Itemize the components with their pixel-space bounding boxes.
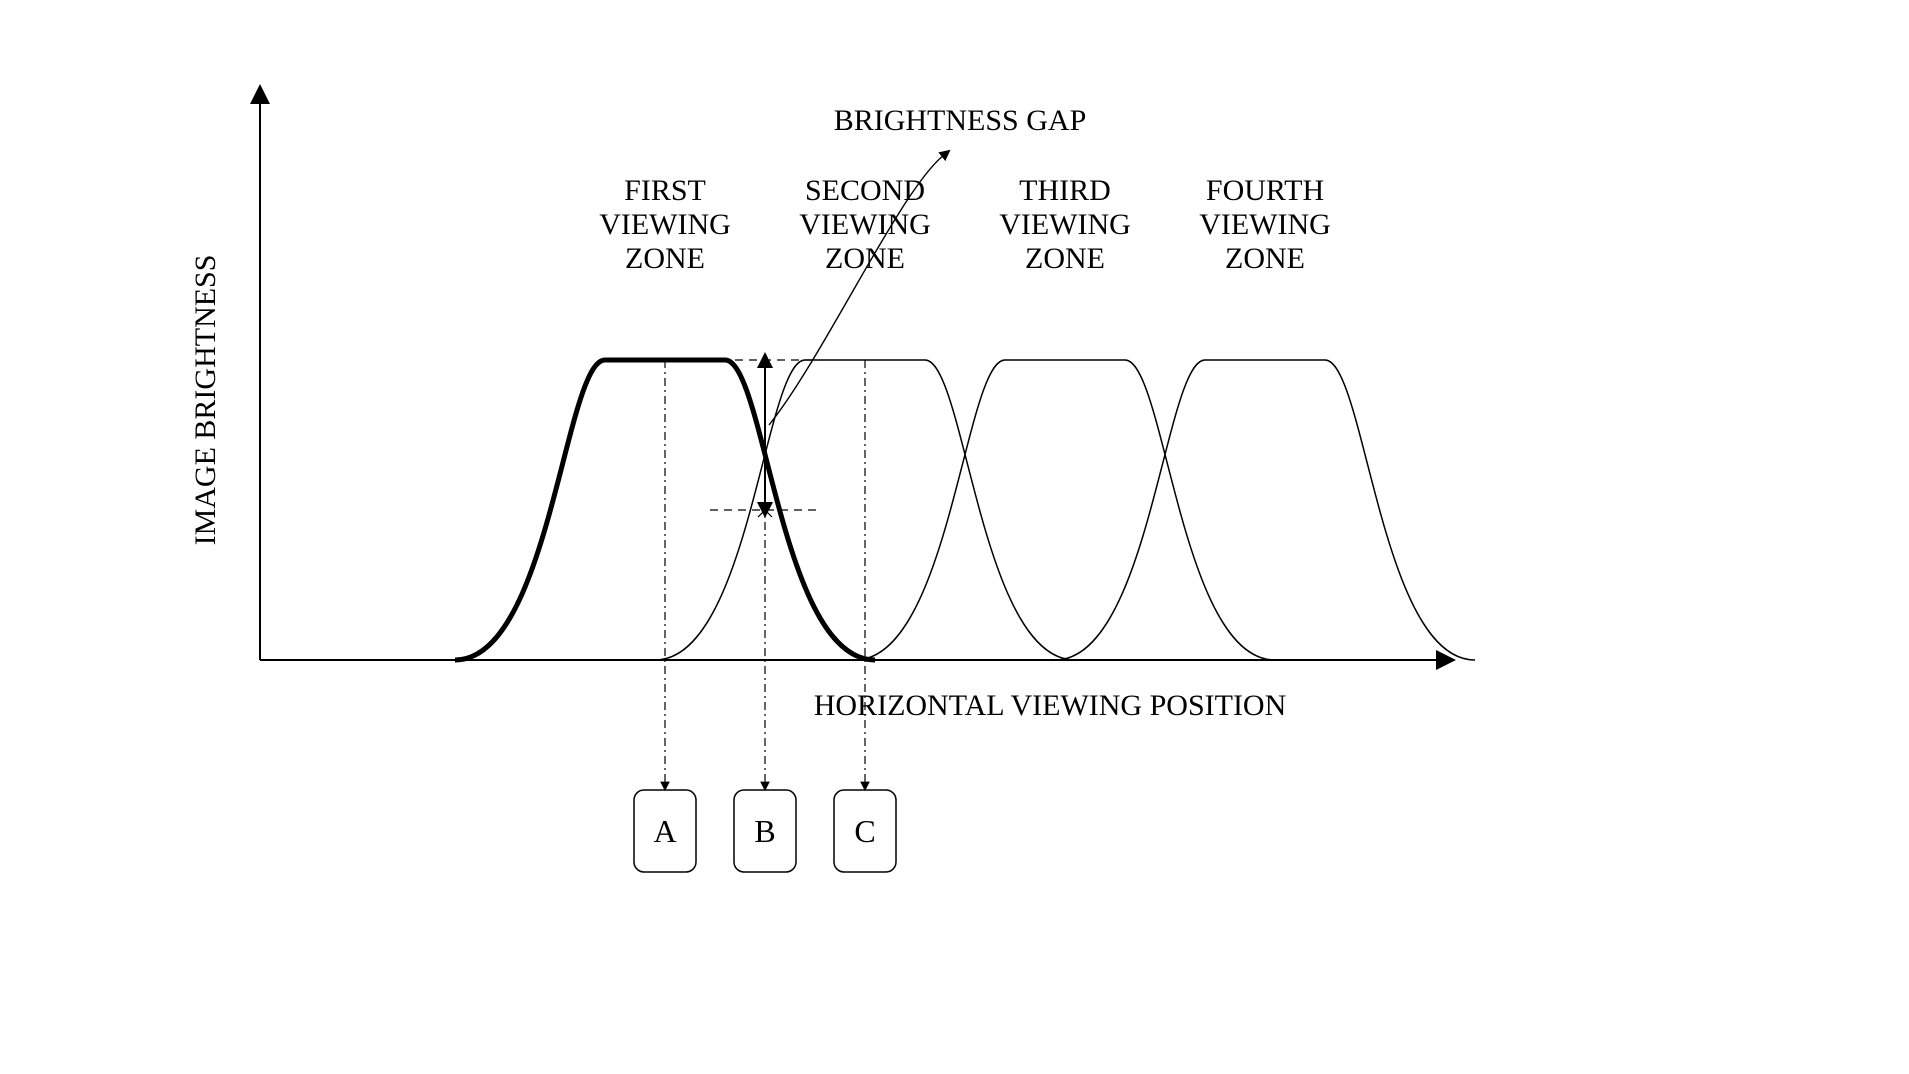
brightness-gap-label: BRIGHTNESS GAP (834, 104, 1087, 137)
zone-label-3: THIRDVIEWINGZONE (999, 174, 1131, 275)
viewing-zone-curve-3 (855, 360, 1275, 660)
diagram-container: IMAGE BRIGHTNESS HORIZONTAL VIEWING POSIT… (0, 0, 1909, 1074)
zone-label-1: FIRSTVIEWINGZONE (599, 174, 731, 275)
y-axis-label: IMAGE BRIGHTNESS (189, 255, 222, 546)
x-axis-label: HORIZONTAL VIEWING POSITION (814, 689, 1287, 722)
marker-label-c: C (854, 813, 875, 849)
zone-label-2: SECONDVIEWINGZONE (799, 174, 931, 275)
marker-label-b: B (754, 813, 775, 849)
viewing-zone-curve-4 (1055, 360, 1475, 660)
diagram-svg: IMAGE BRIGHTNESS HORIZONTAL VIEWING POSIT… (0, 0, 1909, 1074)
marker-label-a: A (653, 813, 676, 849)
zone-label-4: FOURTHVIEWINGZONE (1199, 174, 1331, 275)
